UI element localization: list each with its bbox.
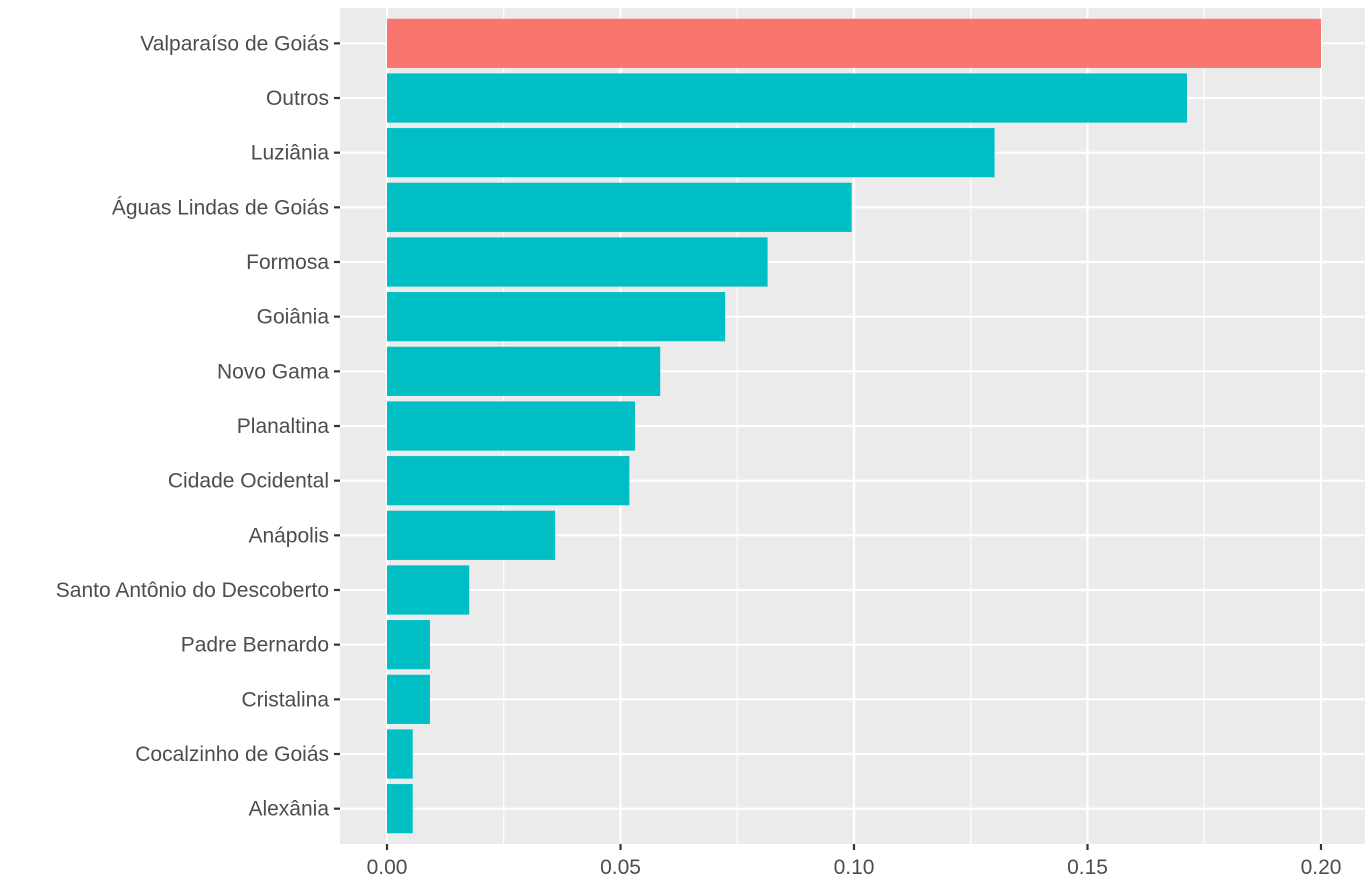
bar	[387, 182, 852, 232]
y-tick-label: Valparaíso de Goiás	[140, 32, 329, 55]
y-tick-label: Cristalina	[241, 688, 329, 711]
y-tick-label: Águas Lindas de Goiás	[112, 196, 329, 219]
bar	[387, 18, 1321, 68]
bar	[387, 620, 430, 670]
x-axis: 0.00 0.05 0.10 0.15 0.20	[367, 844, 1342, 879]
y-axis: Valparaíso de Goiás Outros Luziânia Águas L…	[56, 32, 340, 821]
bar	[387, 510, 556, 560]
x-tick-label: 0.15	[1067, 856, 1108, 879]
x-tick-label: 0.10	[834, 856, 875, 879]
y-tick-label: Formosa	[246, 251, 329, 274]
bar	[387, 292, 726, 342]
y-tick-label: Padre Bernardo	[181, 634, 329, 657]
y-tick-label: Planaltina	[237, 415, 330, 438]
bar	[387, 346, 661, 396]
x-tick-label: 0.20	[1301, 856, 1342, 879]
bar	[387, 128, 995, 178]
y-tick-label: Anápolis	[248, 524, 329, 547]
bar	[387, 456, 630, 506]
y-tick-label: Santo Antônio do Descoberto	[56, 579, 329, 602]
y-tick-label: Cidade Ocidental	[168, 470, 329, 493]
bar	[387, 237, 768, 287]
bars	[387, 18, 1321, 834]
y-tick-label: Goiânia	[257, 306, 330, 329]
y-tick-label: Luziânia	[251, 142, 330, 165]
y-tick-label: Cocalzinho de Goiás	[135, 743, 329, 766]
bar	[387, 729, 413, 779]
bar	[387, 401, 635, 451]
bar	[387, 565, 470, 615]
x-tick-label: 0.05	[600, 856, 641, 879]
bar	[387, 674, 430, 724]
y-tick-label: Alexânia	[248, 798, 329, 821]
y-tick-label: Outros	[266, 87, 329, 110]
x-tick-label: 0.00	[367, 856, 408, 879]
bar	[387, 73, 1187, 123]
bar	[387, 784, 413, 834]
y-tick-label: Novo Gama	[217, 360, 329, 383]
